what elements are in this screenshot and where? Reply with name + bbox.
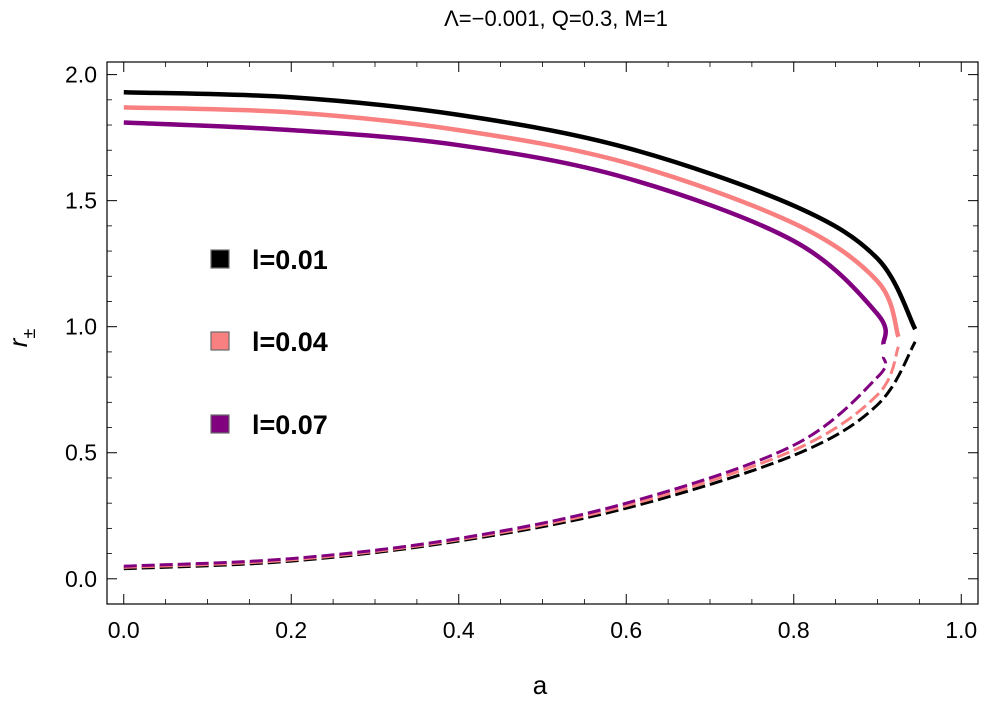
x-tick-label: 0.6	[610, 617, 642, 643]
y-tick-label: 1.0	[65, 314, 97, 340]
x-tick-label: 0.4	[443, 617, 475, 643]
legend-label-l-0-07: l=0.07	[252, 410, 328, 440]
x-axis-ticks: 0.0 0.2 0.4 0.6 0.8 1.0	[108, 62, 977, 643]
y-tick-label: 2.0	[65, 62, 97, 88]
series-inner-horizon-l-0-07	[123, 356, 888, 568]
series-layer	[123, 90, 918, 571]
legend-swatch-l-0-07	[210, 414, 230, 434]
y-axis-title-main: r	[3, 337, 33, 347]
series-outer-horizon-l-0-04	[123, 105, 901, 338]
legend-swatch-l-0-04	[210, 331, 230, 351]
series-inner-horizon-l-0-01	[123, 341, 917, 571]
y-tick-label: 0.5	[65, 440, 97, 466]
chart-title: Λ=−0.001, Q=0.3, M=1	[444, 6, 668, 31]
y-tick-label: 0.0	[65, 566, 97, 592]
legend-label-l-0-04: l=0.04	[252, 327, 328, 357]
series-outer-horizon-l-0-01	[123, 90, 918, 331]
x-tick-label: 0.2	[275, 617, 307, 643]
x-tick-label: 0.0	[108, 617, 140, 643]
legend-label-l-0-01: l=0.01	[252, 245, 328, 275]
series-outer-horizon-l-0-07	[123, 120, 888, 345]
legend-swatch-l-0-01	[210, 249, 230, 269]
series-inner-horizon-l-0-04	[123, 346, 900, 569]
x-tick-label: 1.0	[945, 617, 977, 643]
x-tick-label: 0.8	[778, 617, 810, 643]
y-axis-title-subscript: ±	[19, 329, 39, 339]
svg-text:r±: r±	[3, 329, 39, 348]
y-axis-title: r±	[3, 329, 39, 348]
y-tick-label: 1.5	[65, 188, 97, 214]
x-axis-title: a	[533, 670, 548, 700]
legend: l=0.01 l=0.04 l=0.07	[210, 245, 328, 440]
y-axis-ticks: 0.0 0.5 1.0 1.5 2.0	[65, 62, 978, 592]
